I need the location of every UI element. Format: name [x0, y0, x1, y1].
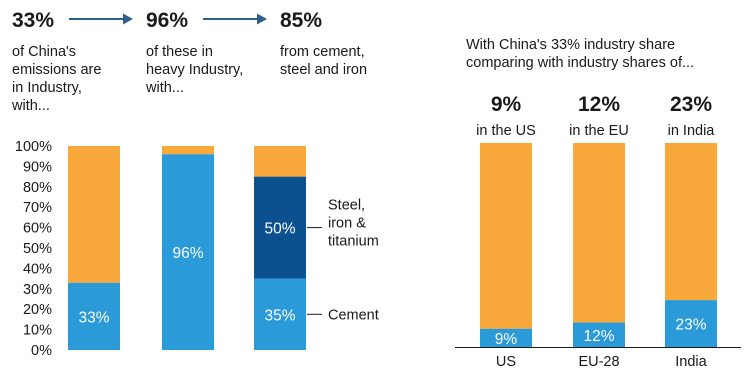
bar-segment — [665, 143, 717, 301]
bar-value-label: 9% — [495, 331, 518, 348]
flow-percent: 33% — [12, 9, 54, 32]
y-tick-label: 80% — [23, 180, 52, 196]
y-tick-label: 70% — [23, 200, 52, 216]
region-subtitle: in India — [668, 123, 716, 139]
region-percent: 12% — [578, 93, 620, 116]
annotation-cement: Cement — [328, 307, 379, 323]
flow-arrow-head — [123, 13, 133, 25]
flow-percent: 85% — [280, 9, 322, 32]
flow-text-line: from cement, — [280, 44, 365, 60]
bar-value-label: 33% — [78, 309, 109, 326]
bar-segment — [162, 146, 214, 155]
bar-segment — [68, 146, 120, 283]
bar-segment — [573, 322, 625, 347]
flow-percent: 96% — [146, 9, 188, 32]
y-tick-label: 90% — [23, 159, 52, 175]
y-tick-label: 20% — [23, 302, 52, 318]
region-subtitle: in the US — [476, 123, 536, 139]
x-category-label: US — [496, 354, 516, 370]
flow-text-line: in Industry, — [12, 80, 82, 96]
y-tick-label: 60% — [23, 221, 52, 237]
bar-segment — [254, 176, 306, 279]
region-subtitle: in the EU — [569, 123, 629, 139]
bar-segment — [480, 143, 532, 329]
bar-segment — [480, 328, 532, 347]
flow-text-line: with... — [145, 80, 184, 96]
bar-value-label: 35% — [264, 307, 295, 324]
annotation-steel: titanium — [328, 234, 379, 250]
flow-text-line: with... — [11, 98, 50, 114]
x-category-label: EU-28 — [578, 354, 619, 370]
bar-segment — [573, 143, 625, 323]
y-tick-label: 40% — [23, 261, 52, 277]
flow-text-line: steel and iron — [280, 62, 367, 78]
y-tick-label: 50% — [23, 241, 52, 257]
flow-text-line: heavy Industry, — [146, 62, 243, 78]
flow-arrow-head — [257, 13, 267, 25]
flow-text-line: emissions are — [12, 62, 101, 78]
y-tick-label: 10% — [23, 323, 52, 339]
x-category-label: India — [675, 354, 707, 370]
bar-segment — [68, 282, 120, 350]
bar-value-label: 96% — [172, 245, 203, 262]
annotation-steel: Steel, — [328, 198, 365, 214]
flow-text-line: of China's — [12, 44, 76, 60]
y-tick-label: 100% — [15, 139, 52, 155]
flow-text-line: of these in — [146, 44, 213, 60]
bar-segment — [254, 146, 306, 177]
right-intro-line: With China's 33% industry share — [466, 37, 675, 53]
region-percent: 9% — [491, 93, 522, 116]
y-tick-label: 0% — [31, 343, 52, 359]
right-intro-line: comparing with industry shares of... — [466, 55, 694, 71]
bar-segment — [254, 278, 306, 350]
annotation-steel: iron & — [328, 216, 366, 232]
bar-value-label: 12% — [583, 328, 614, 345]
region-percent: 23% — [670, 93, 712, 116]
bar-segment — [665, 300, 717, 347]
bar-value-label: 23% — [675, 317, 706, 334]
y-tick-label: 30% — [23, 282, 52, 298]
bar-value-label: 50% — [264, 221, 295, 238]
bar-segment — [162, 154, 214, 350]
